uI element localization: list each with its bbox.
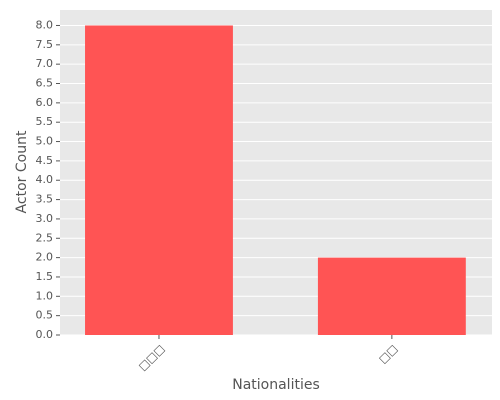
x-axis-label: Nationalities	[232, 377, 320, 393]
y-tick-label: 7.0	[36, 57, 54, 70]
y-tick-label: 2.5	[36, 231, 54, 244]
y-tick-label: 2.0	[36, 251, 54, 264]
y-tick-label: 6.5	[36, 77, 54, 90]
bar	[85, 25, 233, 335]
y-tick-label: 5.5	[36, 115, 54, 128]
y-tick-label: 8.0	[36, 18, 54, 31]
x-tick-label: □□	[376, 342, 400, 366]
y-tick-label: 7.5	[36, 38, 54, 51]
y-tick-label: 1.5	[36, 270, 54, 283]
bar	[317, 257, 466, 335]
y-tick-label: 1.0	[36, 289, 54, 302]
y-tick-label: 5.0	[36, 135, 54, 148]
y-tick-label: 0.0	[36, 328, 54, 341]
x-tick-label: □□□	[136, 342, 167, 373]
y-tick-label: 4.0	[36, 173, 54, 186]
y-axis-label: Actor Count	[14, 130, 30, 213]
y-tick-label: 6.0	[36, 96, 54, 109]
y-tick-label: 4.5	[36, 154, 54, 167]
y-tick-label: 3.5	[36, 193, 54, 206]
y-tick-label: 0.5	[36, 309, 54, 322]
y-tick-label: 3.0	[36, 212, 54, 225]
